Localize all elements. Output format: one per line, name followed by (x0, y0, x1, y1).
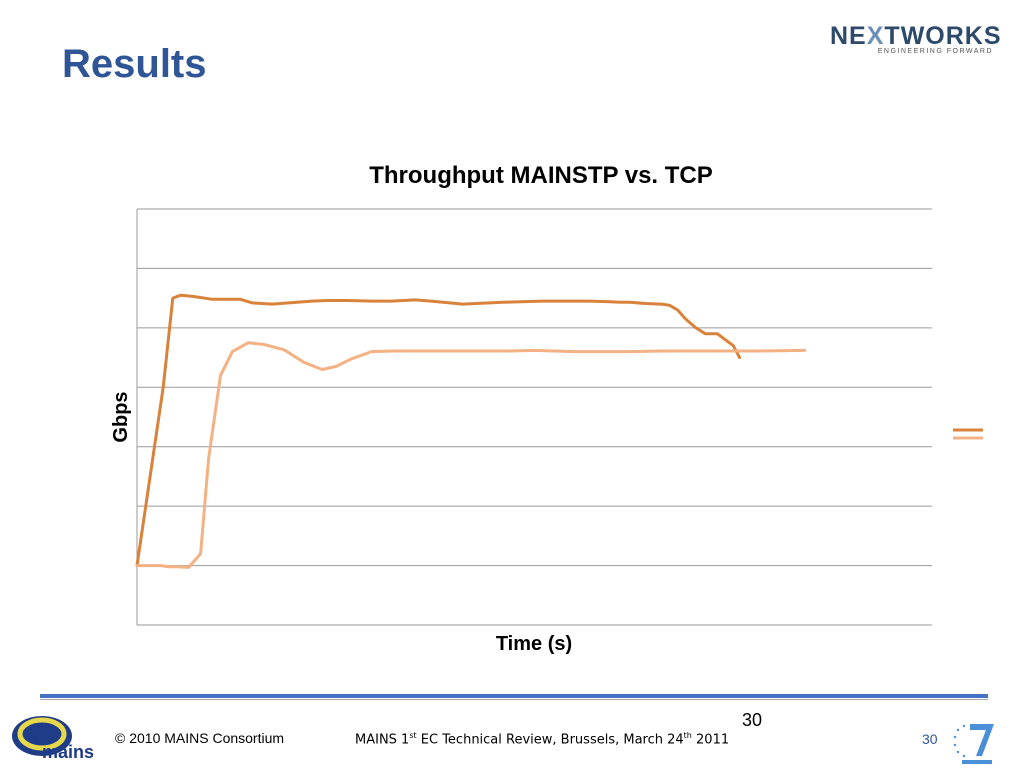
y-axis-label: Gbps (110, 391, 132, 442)
slide-title: Results (62, 42, 207, 86)
footer-rule (40, 694, 988, 698)
mains-logo-text: mains (42, 742, 94, 762)
nextworks-wordmark: NEXTWORKS (830, 22, 1002, 50)
chart-title: Throughput MAINSTP vs. TCP (369, 162, 713, 189)
nextworks-tagline: ENGINEERING FORWARD (877, 48, 993, 55)
throughput-chart: Throughput MAINSTP vs. TCP Time (s) Gbps (110, 162, 983, 655)
copyright-text: © 2010 MAINS Consortium (115, 730, 285, 746)
nextworks-logo: NEXTWORKS ENGINEERING FORWARD (830, 22, 1001, 56)
x-axis-label: Time (s) (496, 633, 572, 655)
mains-logo: mains (12, 716, 94, 762)
page-number-bottom: 30 (922, 731, 938, 747)
series-line-2 (135, 341, 807, 569)
review-caption: MAINS 1st EC Technical Review, Brussels,… (355, 731, 730, 748)
series-line-1 (135, 293, 742, 568)
footer-rule-thin (40, 699, 988, 700)
fp7-logo (944, 716, 1006, 766)
page-number-top: 30 (742, 710, 763, 730)
